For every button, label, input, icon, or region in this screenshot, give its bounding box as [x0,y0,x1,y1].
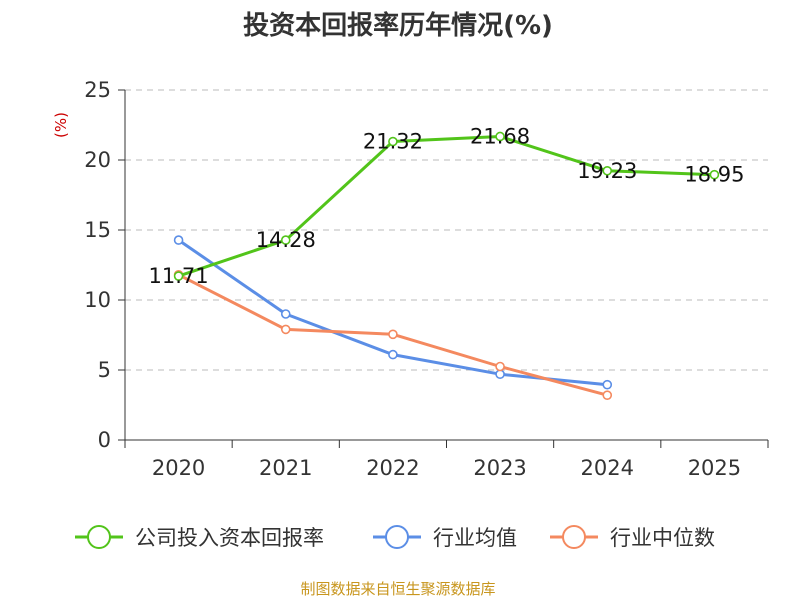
series-line-0 [177,134,716,278]
x-tick-label: 2022 [366,456,419,480]
data-label: 19.23 [577,159,637,183]
data-label: 14.28 [256,228,316,252]
data-point [388,349,398,360]
data-label: 18.95 [684,163,744,187]
y-tick-label: 0 [98,428,111,452]
legend-label: 公司投入资本回报率 [135,526,324,550]
data-point [388,136,398,147]
data-point [280,324,291,335]
data-point [709,169,720,180]
legend: 公司投入资本回报率 行业均值 行业中位数 [75,525,715,550]
data-point [173,235,184,245]
legend-swatch-marker [87,525,111,549]
x-tick-label: 2021 [259,456,312,480]
series-lines [173,131,720,401]
data-point [495,131,505,142]
y-tick-label: 15 [84,218,111,242]
data-point [495,369,505,380]
data-point [388,329,398,340]
source-note: 制图数据来自恒生聚源数据库 [300,580,495,598]
data-labels: 11.71 14.28 21.32 21.68 19.23 18.95 [149,124,745,288]
data-label: 21.68 [470,124,530,148]
legend-swatch-marker [385,525,409,549]
legend-swatch-marker [562,525,586,549]
data-point [280,235,291,245]
data-point [602,390,613,401]
legend-label: 行业中位数 [610,526,715,550]
x-tick-label: 2020 [152,456,205,480]
x-tick-label: 2025 [688,456,741,480]
x-tick-label: 2024 [581,456,634,480]
data-point [495,361,505,372]
gridlines [125,89,768,371]
data-point [602,165,613,176]
y-tick-label: 10 [84,288,111,312]
data-label: 21.32 [363,130,423,154]
data-label: 11.71 [149,264,209,288]
data-point [173,271,184,281]
y-tick-label: 25 [84,78,111,102]
chart-title: 投资本回报率历年情况(%) [243,10,553,41]
data-point [280,309,291,319]
y-unit-label: (%) [52,112,70,138]
series-line-1 [177,238,609,387]
legend-label: 行业均值 [433,526,517,550]
data-point [602,379,613,390]
y-tick-label: 20 [84,148,111,172]
y-tick-label: 5 [98,358,111,382]
x-tick-label: 2023 [473,456,526,480]
